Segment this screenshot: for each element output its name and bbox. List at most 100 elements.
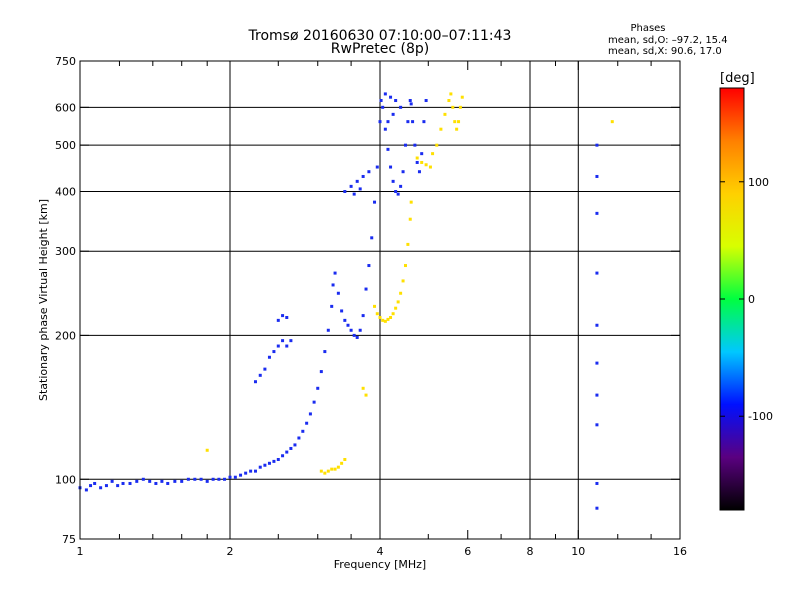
y-axis-label: Stationary phase Virtual Height [km] (37, 199, 50, 401)
data-point-o (205, 479, 209, 483)
data-point-x (375, 312, 379, 316)
y-tick-label: 100 (55, 473, 76, 486)
data-point-x (333, 467, 337, 471)
data-point-o (148, 479, 152, 483)
x-tick-label: 16 (673, 545, 687, 558)
data-point-x (610, 120, 614, 124)
data-point-o (93, 481, 97, 485)
data-point-x (340, 461, 344, 465)
data-point-o (399, 105, 403, 109)
data-point-o (128, 481, 132, 485)
y-tick-label: 600 (55, 101, 76, 114)
data-point-o (104, 484, 108, 488)
data-point-o (355, 179, 359, 183)
data-point-x (381, 318, 385, 322)
chart-subtitle: RwPretec (8p) (331, 41, 429, 57)
y-tick-label: 200 (55, 329, 76, 342)
data-point-o (293, 443, 297, 447)
data-point-o (319, 370, 323, 374)
data-point-o (406, 120, 410, 124)
data-point-o (346, 323, 350, 327)
data-point-x (460, 95, 464, 99)
data-point-o (154, 481, 158, 485)
data-point-o (358, 328, 362, 332)
data-point-o (415, 160, 419, 164)
data-point-x (389, 315, 393, 319)
y-tick-label: 750 (55, 55, 76, 68)
colorbar: [deg] 100 0 -100 (719, 71, 773, 511)
x-tick-label: 8 (527, 545, 534, 558)
data-point-o (364, 287, 368, 291)
data-point-o (399, 184, 403, 188)
data-point-x (424, 163, 428, 167)
data-point-o (110, 479, 114, 483)
data-point-o (408, 99, 412, 103)
data-point-x (378, 315, 382, 319)
data-point-x (453, 120, 457, 124)
data-point-o (276, 344, 280, 348)
x-tick-label: 6 (464, 545, 471, 558)
data-point-o (343, 318, 347, 322)
data-point-o (409, 102, 413, 106)
data-point-o (281, 314, 285, 318)
colorbar-tick-label: 0 (748, 293, 755, 306)
data-point-o (166, 481, 170, 485)
data-point-o (394, 99, 398, 103)
x-tick-labels: 1 2 4 6 8 10 16 (77, 545, 688, 558)
grid-lines (80, 61, 680, 539)
data-point-o (367, 170, 371, 174)
data-point-o (595, 481, 599, 485)
data-point-o (121, 481, 125, 485)
data-point-x (396, 300, 400, 304)
data-point-o (305, 421, 309, 425)
data-point-o (89, 484, 93, 488)
data-point-o (285, 450, 289, 454)
data-point-o (411, 120, 415, 124)
data-point-o (180, 479, 184, 483)
data-point-o (116, 484, 120, 488)
data-point-o (308, 412, 312, 416)
data-point-o (595, 174, 599, 178)
data-point-o (352, 333, 356, 337)
data-point-x (394, 306, 398, 310)
data-point-o (193, 477, 197, 481)
data-point-x (373, 304, 377, 308)
data-point-x (326, 469, 330, 473)
colorbar-tick-label: 100 (748, 176, 769, 189)
data-point-o (249, 469, 253, 473)
data-point-o (403, 143, 407, 147)
data-point-x (457, 120, 461, 124)
data-point-x (403, 264, 407, 268)
data-point-o (267, 355, 271, 359)
data-point-o (595, 361, 599, 365)
data-point-o (312, 400, 316, 404)
data-point-x (408, 217, 412, 221)
data-point-o (391, 112, 395, 116)
data-point-o (379, 99, 383, 103)
data-point-o (289, 446, 293, 450)
phases-o-stats: mean, sd,O: –97.2, 15.4 (608, 35, 728, 46)
data-point-o (285, 344, 289, 348)
x-tick-label: 10 (571, 545, 585, 558)
y-tick-label: 300 (55, 245, 76, 258)
data-point-o (233, 475, 237, 479)
data-point-x (401, 279, 405, 283)
data-point-o (381, 105, 385, 109)
data-point-o (336, 291, 340, 295)
data-point-x (343, 457, 347, 461)
data-point-o (281, 454, 285, 458)
data-point-o (228, 475, 232, 479)
data-point-o (370, 236, 374, 240)
data-point-x (391, 312, 395, 316)
data-point-o (272, 459, 276, 463)
data-point-o (383, 92, 387, 96)
data-point-o (301, 429, 305, 433)
data-point-o (383, 127, 387, 131)
data-point-o (355, 335, 359, 339)
data-point-x (449, 92, 453, 96)
data-point-x (420, 160, 424, 164)
y-tick-label: 500 (55, 139, 76, 152)
data-point-o (595, 393, 599, 397)
data-point-o (276, 457, 280, 461)
